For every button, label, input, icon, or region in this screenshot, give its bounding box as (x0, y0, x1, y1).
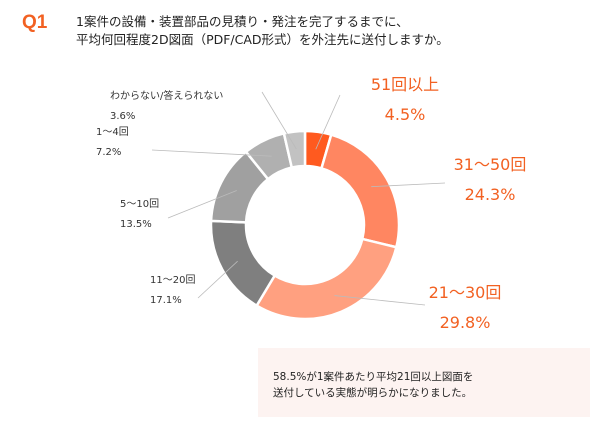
value-label: 29.8% (439, 313, 491, 332)
label-21-30: 21～30回 29.8% (425, 278, 505, 338)
value-label: 24.3% (464, 185, 516, 204)
category-label: 51回以上 (370, 75, 440, 94)
value-label: 17.1% (150, 295, 182, 306)
question-text: 1案件の設備・装置部品の見積り・発注を完了するまでに、 平均何回程度2D図面（P… (76, 13, 449, 49)
label-5-10: 5～10回 13.5% (120, 195, 159, 235)
category-label: わからない/答えられない (110, 91, 224, 102)
donut-slice (209, 219, 277, 308)
value-label: 7.2% (96, 147, 122, 158)
leader-line (167, 190, 237, 219)
leader-line (197, 260, 238, 299)
category-label: 1～4回 (96, 127, 129, 138)
donut-slice (282, 129, 307, 170)
question-number: Q1 (22, 12, 48, 33)
value-label: 3.6% (110, 111, 136, 122)
summary-callout: 58.5%が1案件あたり平均21回以上図面を 送付している実態が明らかになりました… (258, 348, 590, 417)
leader-line (151, 149, 272, 157)
question-line-1: 1案件の設備・装置部品の見積り・発注を完了するまでに、 (76, 14, 409, 29)
donut-slice (319, 133, 401, 249)
leader-line (371, 182, 446, 188)
category-label: 5～10回 (120, 199, 160, 210)
category-label: 21～30回 (428, 283, 502, 302)
question-line-2: 平均何回程度2D図面（PDF/CAD形式）を外注先に送付しますか。 (76, 32, 449, 47)
category-label: 31～50回 (453, 155, 527, 174)
leader-line (315, 94, 341, 150)
callout-line-1: 58.5%が1案件あたり平均21回以上図面を (273, 371, 474, 383)
value-label: 13.5% (120, 219, 152, 230)
label-unknown: わからない/答えられない 3.6% (110, 87, 223, 127)
value-label: 4.5% (384, 105, 426, 124)
label-51-plus: 51回以上 4.5% (365, 70, 445, 130)
leader-line (261, 91, 297, 150)
label-1-4: 1～4回 7.2% (96, 123, 129, 163)
label-11-20: 11～20回 17.1% (150, 271, 195, 311)
callout-line-2: 送付している実態が明らかになりました。 (273, 387, 473, 399)
donut-slice (254, 237, 398, 321)
label-31-50: 31～50回 24.3% (450, 150, 530, 210)
leader-line (334, 295, 426, 306)
category-label: 11～20回 (150, 275, 196, 286)
